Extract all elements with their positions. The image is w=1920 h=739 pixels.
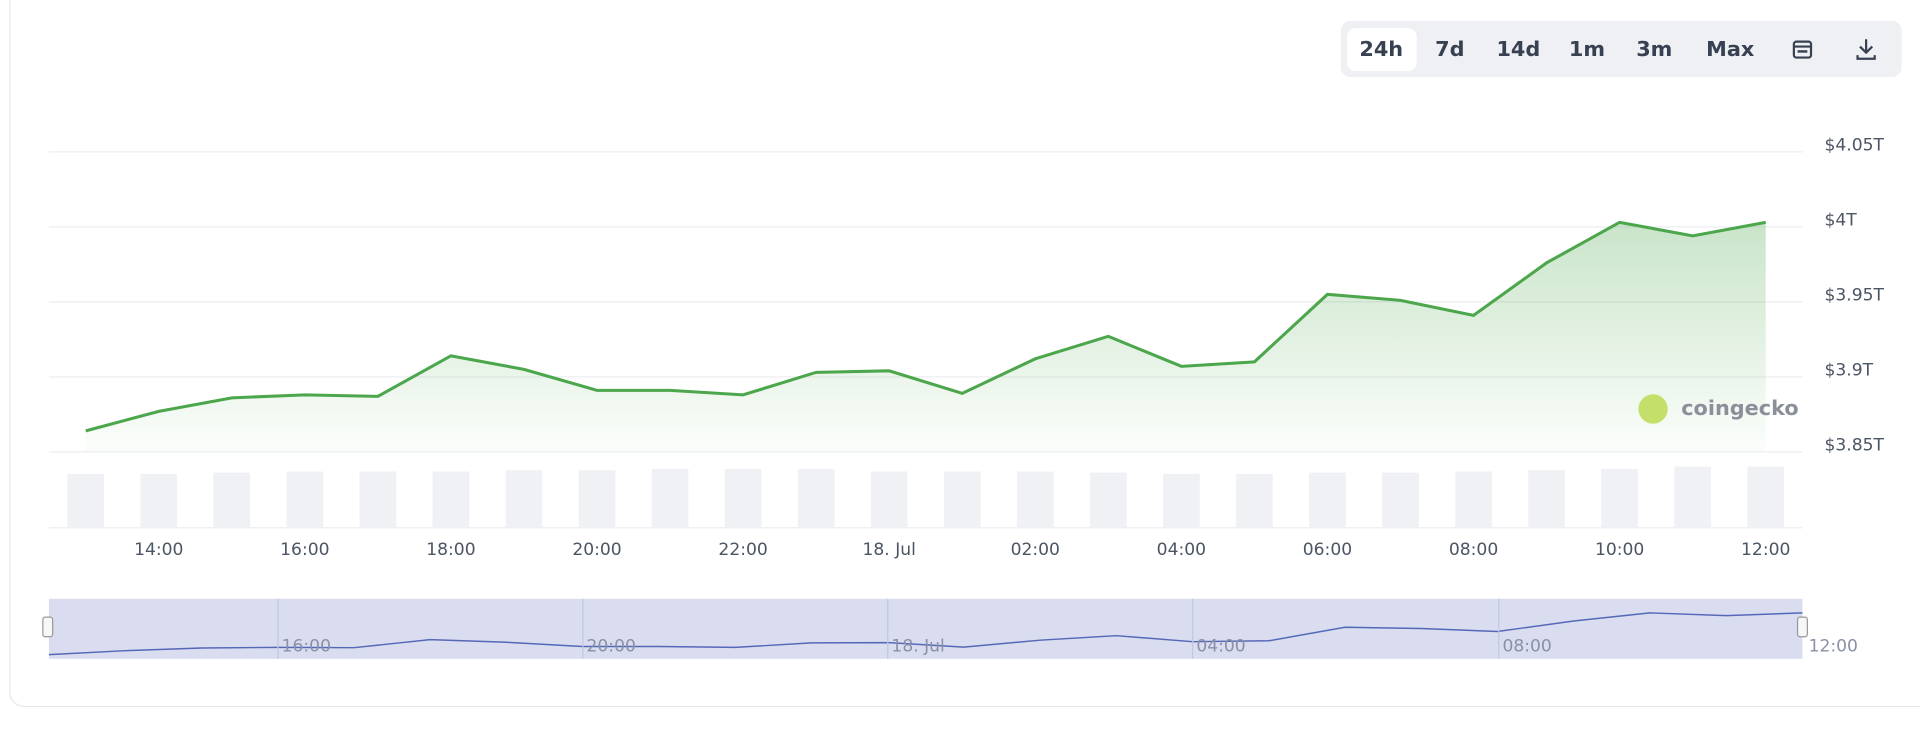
volume-bar — [943, 471, 981, 528]
volume-bar — [1601, 468, 1638, 528]
range-button[interactable]: 7d — [1435, 37, 1464, 61]
x-tick-label: 04:00 — [1157, 540, 1206, 560]
x-tick-label: 22:00 — [718, 540, 767, 560]
y-tick-label: $4T — [1824, 211, 1857, 231]
volume-bar — [286, 471, 324, 528]
range-button[interactable]: Max — [1706, 37, 1755, 61]
x-tick-label: 02:00 — [1011, 540, 1060, 560]
volume-bar — [67, 473, 105, 528]
volume-bar — [1528, 470, 1565, 528]
x-tick-label: 06:00 — [1303, 540, 1352, 560]
volume-bar — [140, 473, 178, 528]
nav-handle[interactable] — [42, 616, 54, 638]
volume-bar — [1016, 471, 1054, 528]
calendar-icon[interactable] — [1792, 40, 1813, 59]
range-button[interactable]: 24h — [1359, 37, 1403, 61]
volume-bar — [870, 471, 908, 528]
y-tick-label: $3.9T — [1824, 361, 1873, 381]
range-button[interactable]: 14d — [1496, 37, 1540, 61]
area — [85, 222, 1766, 452]
volume-bar — [1382, 472, 1419, 528]
volume-bar — [797, 468, 835, 528]
volume-bar — [359, 471, 397, 528]
navigator-label: 20:00 — [587, 637, 636, 657]
volume-bar — [1236, 473, 1273, 528]
volume-bar — [1162, 473, 1200, 528]
volume-bar — [1309, 472, 1346, 528]
volume-bar — [724, 468, 762, 528]
logo — [1638, 394, 1668, 424]
navigator-label: 16:00 — [282, 637, 331, 657]
volume-bar — [432, 471, 470, 528]
x-tick-label: 16:00 — [280, 540, 329, 560]
watermark: coingecko — [1681, 396, 1798, 420]
nav-handle[interactable] — [1796, 616, 1808, 638]
volume-bar — [505, 470, 543, 528]
navigator-label: 12:00 — [1809, 637, 1858, 657]
x-tick-label: 12:00 — [1741, 540, 1790, 560]
y-tick-label: $4.05T — [1824, 136, 1884, 156]
navigator-label: 08:00 — [1502, 637, 1551, 657]
volume-bar — [1455, 471, 1492, 528]
range-button[interactable]: 1m — [1569, 37, 1605, 61]
x-tick-label: 18:00 — [426, 540, 475, 560]
volume-bar — [1747, 466, 1785, 528]
volume-bar — [213, 472, 251, 528]
volume-bar — [1674, 466, 1712, 528]
x-tick-label: 08:00 — [1449, 540, 1498, 560]
download-icon[interactable] — [1856, 39, 1876, 60]
range-selector — [1340, 20, 1902, 78]
volume-bar — [578, 470, 616, 528]
navigator — [48, 598, 1803, 659]
y-tick-label: $3.95T — [1824, 286, 1884, 306]
y-tick-label: $3.85T — [1824, 436, 1884, 456]
range-button[interactable]: 3m — [1636, 37, 1672, 61]
line — [85, 220, 1766, 433]
x-tick-label: 18. Jul — [863, 540, 916, 560]
navigator-label: 04:00 — [1196, 637, 1245, 657]
volume-bar — [1089, 472, 1127, 528]
volume-bar — [651, 468, 689, 528]
x-tick-label: 14:00 — [134, 540, 183, 560]
navigator-line — [48, 612, 1803, 656]
active-button — [1346, 28, 1417, 72]
card — [9, 0, 1920, 708]
x-tick-label: 20:00 — [572, 540, 621, 560]
x-tick-label: 10:00 — [1595, 540, 1644, 560]
navigator-label: 18. Jul — [891, 637, 944, 657]
